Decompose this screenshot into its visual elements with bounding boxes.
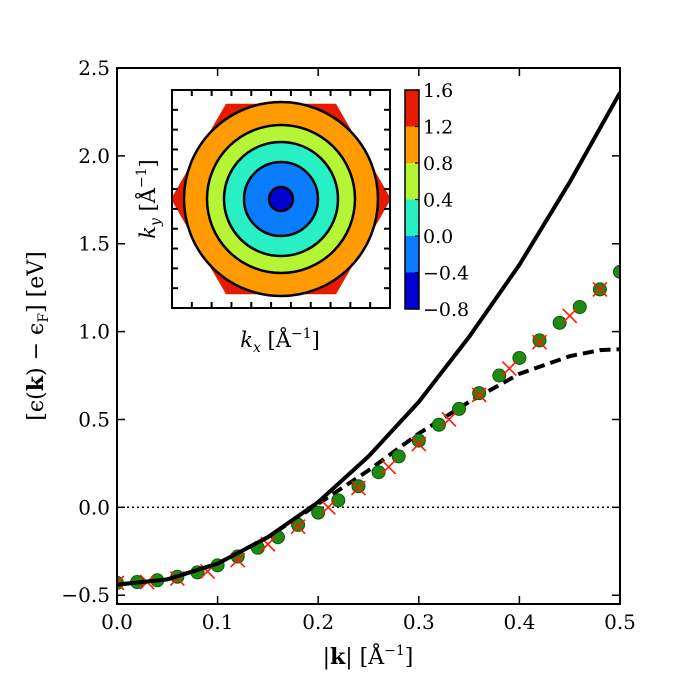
inset-axes-frame bbox=[171, 89, 391, 309]
x-axis-label: |k| [Å−1] bbox=[323, 642, 414, 670]
data-point-circle bbox=[512, 350, 527, 365]
colorbar-bands bbox=[405, 90, 419, 309]
colorbar-tick-label: 1.6 bbox=[423, 80, 453, 102]
data-point-circle bbox=[431, 417, 446, 432]
y-tick-label: 0.5 bbox=[78, 407, 110, 431]
colorbar-tick-label: 0.0 bbox=[423, 226, 453, 248]
colorbar-band bbox=[405, 90, 419, 127]
inset-plot: kx [Å−1] ky [Å−1] bbox=[134, 89, 391, 356]
data-point-cross bbox=[320, 499, 336, 515]
data-point-circle bbox=[552, 315, 567, 330]
y-tick-label: 1.5 bbox=[78, 232, 110, 256]
data-point-circle bbox=[532, 333, 547, 348]
data-point-cross bbox=[531, 334, 548, 350]
x-tick-label: 0.0 bbox=[101, 610, 133, 634]
colorbar-band bbox=[405, 163, 419, 200]
data-point-cross bbox=[350, 480, 367, 496]
colorbar-band bbox=[405, 199, 419, 236]
tight-binding-line bbox=[117, 347, 620, 587]
y-tick-label: 1.0 bbox=[78, 320, 110, 344]
data-point-circle bbox=[391, 449, 406, 464]
colorbar: 1.6 1.2 0.8 0.4 0.0 −0.4 −0.8 bbox=[404, 80, 469, 321]
y-tick-label: −0.5 bbox=[61, 583, 110, 607]
inset-ticks bbox=[172, 90, 390, 308]
data-point-cross bbox=[381, 459, 397, 475]
colorbar-tick-label: −0.4 bbox=[423, 263, 469, 285]
data-point-circle bbox=[492, 368, 507, 383]
data-point-cross bbox=[501, 360, 517, 377]
main-plot: 0.0 0.1 0.2 0.3 0.4 0.5 −0.5 0.0 0.5 1.0 1.5 2.0 2.5… bbox=[23, 56, 636, 670]
y-tick-label: 0.0 bbox=[78, 495, 110, 519]
y-axis-label: [ϵ(k) − ϵF] [eV] bbox=[23, 251, 52, 420]
y-tick-label: 2.0 bbox=[78, 144, 110, 168]
colorbar-band bbox=[405, 236, 419, 273]
data-point-cross bbox=[117, 575, 125, 591]
data-point-cross bbox=[290, 519, 306, 535]
data-point-circle bbox=[472, 386, 487, 401]
x-tick-label: 0.5 bbox=[604, 610, 636, 634]
data-point-circle bbox=[351, 479, 366, 494]
inset-contours bbox=[172, 100, 390, 298]
data-point-cross bbox=[562, 308, 578, 324]
colorbar-tick-label: 0.4 bbox=[423, 190, 453, 212]
contour-band-neg0.8 bbox=[267, 185, 295, 213]
colorbar-tick-label: −0.8 bbox=[423, 299, 469, 321]
colorbar-tick-label: 1.2 bbox=[423, 117, 453, 139]
inset-x-axis-label: kx [Å−1] bbox=[240, 326, 320, 356]
colorbar-ticks: 1.6 1.2 0.8 0.4 0.0 −0.4 −0.8 bbox=[415, 80, 469, 321]
colorbar-tick-label: 0.8 bbox=[423, 153, 453, 175]
data-point-cross bbox=[411, 436, 427, 452]
x-tick-label: 0.4 bbox=[503, 610, 535, 634]
data-point-circle bbox=[311, 505, 326, 520]
data-point-circle bbox=[613, 264, 620, 279]
x-tick-label: 0.1 bbox=[202, 610, 234, 634]
x-tick-label: 0.3 bbox=[403, 610, 435, 634]
data-point-circle bbox=[331, 493, 346, 508]
data-point-circle bbox=[452, 401, 467, 416]
data-point-circle bbox=[411, 433, 426, 448]
main-ticks: 0.0 0.1 0.2 0.3 0.4 0.5 −0.5 0.0 0.5 1.0 1.5 2.0 2.5 bbox=[61, 56, 635, 634]
free-electron-line bbox=[117, 91, 620, 587]
colorbar-band bbox=[405, 272, 419, 309]
y-tick-label: 2.5 bbox=[78, 56, 110, 80]
data-point-cross bbox=[592, 281, 608, 297]
data-point-cross bbox=[471, 387, 487, 403]
data-point-cross bbox=[441, 411, 457, 428]
main-series bbox=[117, 91, 620, 591]
data-point-circle bbox=[371, 465, 386, 480]
x-tick-label: 0.2 bbox=[302, 610, 334, 634]
main-axes-frame bbox=[116, 67, 621, 605]
colorbar-band bbox=[405, 126, 419, 163]
inset-y-axis-label: ky [Å−1] bbox=[134, 159, 164, 239]
data-point-circle bbox=[572, 300, 587, 315]
